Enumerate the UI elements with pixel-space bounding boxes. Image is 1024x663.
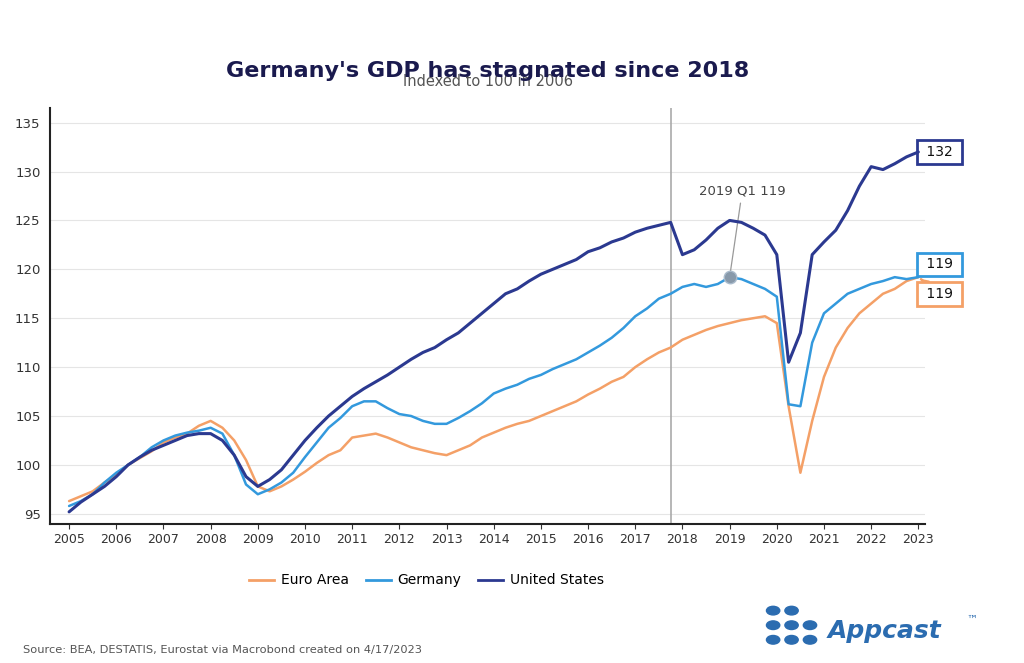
Text: 2019 Q1 119: 2019 Q1 119 [699,184,785,274]
Text: Appcast: Appcast [827,619,941,643]
Text: Indexed to 100 in 2006: Indexed to 100 in 2006 [402,74,572,90]
Title: Germany's GDP has stagnated since 2018: Germany's GDP has stagnated since 2018 [226,62,750,82]
Text: 119: 119 [923,257,957,274]
Text: ™: ™ [967,615,978,625]
Text: 119: 119 [921,279,957,301]
Legend: Euro Area, Germany, United States: Euro Area, Germany, United States [244,568,609,593]
Text: Source: BEA, DESTATIS, Eurostat via Macrobond created on 4/17/2023: Source: BEA, DESTATIS, Eurostat via Macr… [23,645,422,655]
Text: 132: 132 [923,145,957,159]
